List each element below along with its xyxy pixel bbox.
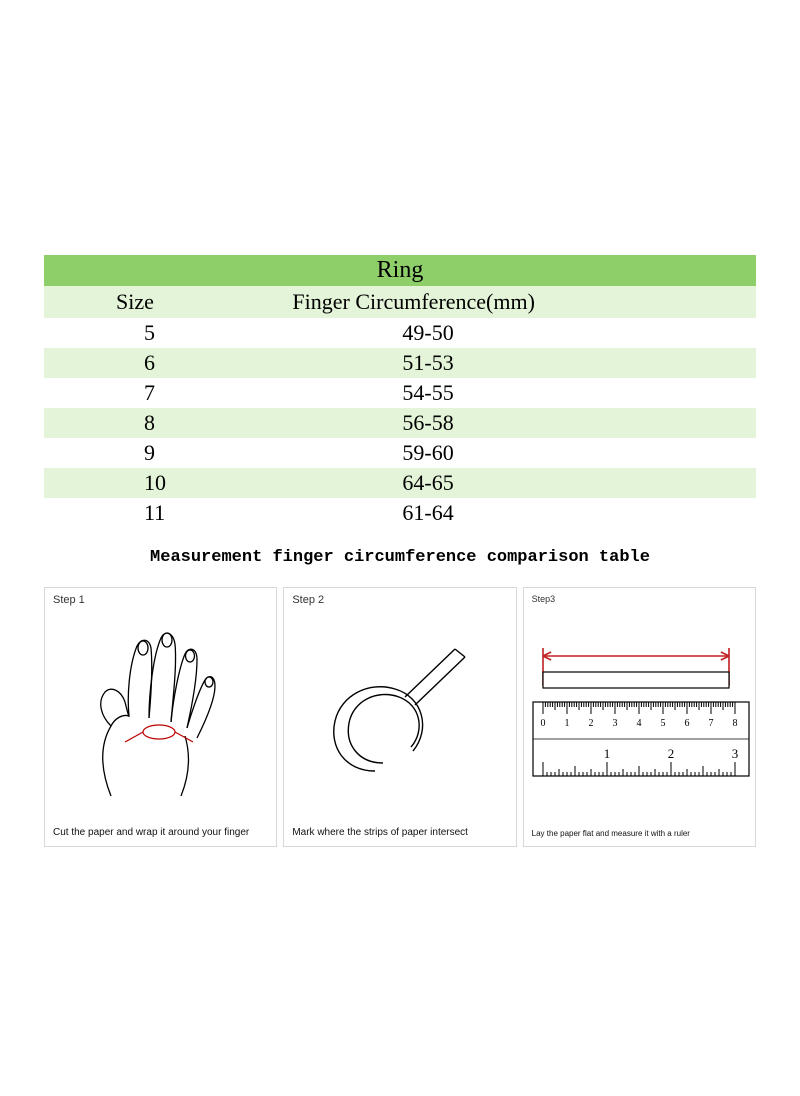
svg-text:2: 2 bbox=[668, 746, 675, 761]
col-header-circumference: Finger Circumference(mm) bbox=[266, 286, 756, 318]
steps-row: Step 1 bbox=[44, 587, 756, 847]
svg-text:1: 1 bbox=[604, 746, 611, 761]
step-1-illustration bbox=[45, 616, 276, 816]
svg-text:1: 1 bbox=[565, 718, 570, 729]
cell-size: 9 bbox=[44, 438, 266, 468]
table-row: 1161-64 bbox=[44, 498, 756, 528]
step-1-caption: Cut the paper and wrap it around your fi… bbox=[53, 827, 268, 838]
cell-size: 7 bbox=[44, 378, 266, 408]
svg-text:7: 7 bbox=[709, 718, 714, 729]
step-3-caption: Lay the paper flat and measure it with a… bbox=[532, 829, 747, 838]
table-row: 651-53 bbox=[44, 348, 756, 378]
svg-text:3: 3 bbox=[613, 718, 618, 729]
size-table: Ring Size Finger Circumference(mm) 549-5… bbox=[44, 255, 756, 528]
col-header-size: Size bbox=[44, 286, 266, 318]
cell-circumference: 49-50 bbox=[266, 318, 756, 348]
step-3-illustration: 0 1 2 3 4 5 6 7 8 1 2 3 bbox=[524, 616, 755, 816]
svg-text:6: 6 bbox=[685, 718, 690, 729]
svg-text:5: 5 bbox=[661, 718, 666, 729]
cell-size: 6 bbox=[44, 348, 266, 378]
svg-text:2: 2 bbox=[589, 718, 594, 729]
step-2-illustration bbox=[284, 616, 515, 816]
cell-circumference: 51-53 bbox=[266, 348, 756, 378]
step-2-caption: Mark where the strips of paper intersect bbox=[292, 827, 507, 838]
cell-size: 10 bbox=[44, 468, 266, 498]
table-row: 856-58 bbox=[44, 408, 756, 438]
subtitle: Measurement finger circumference compari… bbox=[44, 548, 756, 567]
step-1-panel: Step 1 bbox=[44, 587, 277, 847]
table-row: 1064-65 bbox=[44, 468, 756, 498]
ruler-icon: 0 1 2 3 4 5 6 7 8 1 2 3 bbox=[529, 626, 749, 806]
table-header-row: Size Finger Circumference(mm) bbox=[44, 286, 756, 318]
cell-circumference: 56-58 bbox=[266, 408, 756, 438]
cell-circumference: 54-55 bbox=[266, 378, 756, 408]
table-row: 549-50 bbox=[44, 318, 756, 348]
table-row: 754-55 bbox=[44, 378, 756, 408]
table-title-row: Ring bbox=[44, 255, 756, 286]
step-1-label: Step 1 bbox=[53, 594, 268, 606]
paper-loop-icon bbox=[315, 631, 485, 801]
cell-size: 11 bbox=[44, 498, 266, 528]
cell-size: 5 bbox=[44, 318, 266, 348]
hand-icon bbox=[71, 626, 251, 806]
ring-size-chart: Ring Size Finger Circumference(mm) 549-5… bbox=[44, 255, 756, 847]
step-2-panel: Step 2 Mark where the strips of paper in… bbox=[283, 587, 516, 847]
svg-text:0: 0 bbox=[541, 718, 546, 729]
cell-size: 8 bbox=[44, 408, 266, 438]
table-title: Ring bbox=[44, 255, 756, 286]
step-3-panel: Step3 bbox=[523, 587, 756, 847]
cell-circumference: 64-65 bbox=[266, 468, 756, 498]
table-row: 959-60 bbox=[44, 438, 756, 468]
svg-text:4: 4 bbox=[637, 718, 642, 729]
step-3-label: Step3 bbox=[532, 594, 747, 604]
cell-circumference: 61-64 bbox=[266, 498, 756, 528]
cell-circumference: 59-60 bbox=[266, 438, 756, 468]
svg-text:3: 3 bbox=[732, 746, 739, 761]
step-2-label: Step 2 bbox=[292, 594, 507, 606]
svg-text:8: 8 bbox=[733, 718, 738, 729]
